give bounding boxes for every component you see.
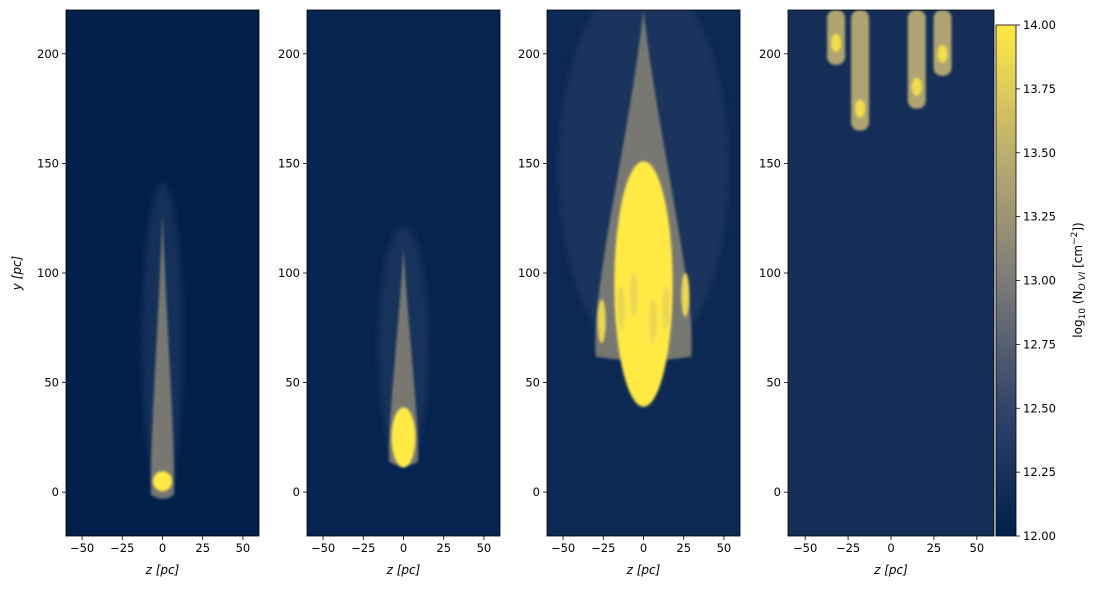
y-tick-label: 150 xyxy=(37,156,59,170)
colorbar-tick-label: 12.75 xyxy=(1023,337,1056,351)
column-density-field xyxy=(141,182,184,499)
x-axis-label: z [pc] xyxy=(626,563,661,577)
plume-finger xyxy=(597,299,606,344)
colorbar-tick-label: 13.25 xyxy=(1023,210,1056,224)
x-tick-label: −50 xyxy=(311,541,335,555)
x-axis-label: z [pc] xyxy=(386,563,421,577)
colorbar-tick-label: 13.50 xyxy=(1023,146,1056,160)
y-tick-label: 150 xyxy=(518,156,540,170)
panel-3: −50 −25 0 25 50 0 50 100 150 200 z [pc] xyxy=(518,9,741,577)
colorbar-tick-label: 13.75 xyxy=(1023,82,1056,96)
x-tick-label: −25 xyxy=(591,541,615,555)
x-tick-label: 0 xyxy=(159,541,166,555)
colorbar-tick-label: 12.25 xyxy=(1023,465,1056,479)
cloud-finger-core xyxy=(831,33,842,52)
y-tick-label: 200 xyxy=(518,47,540,61)
y-tick-label: 50 xyxy=(766,376,781,390)
plume-core xyxy=(152,471,173,492)
y-tick-label: 100 xyxy=(518,266,540,280)
x-axis-label: z [pc] xyxy=(873,563,908,577)
x-tick-label: 50 xyxy=(717,541,732,555)
plume-finger xyxy=(662,286,671,331)
x-tick-label: 25 xyxy=(195,541,210,555)
column-density-field xyxy=(558,10,729,407)
x-tick-label: 25 xyxy=(676,541,691,555)
colorbar-tick-label: 12.00 xyxy=(1023,529,1056,543)
plume-finger xyxy=(616,286,625,331)
x-tick-label: −25 xyxy=(110,541,134,555)
plume-finger xyxy=(649,299,658,344)
colorbar-tick-label: 14.00 xyxy=(1023,18,1056,32)
y-tick-label: 100 xyxy=(278,266,300,280)
plume-body xyxy=(388,246,419,466)
x-tick-label: −25 xyxy=(836,541,860,555)
y-tick-label: 150 xyxy=(759,156,781,170)
y-tick-label: 0 xyxy=(52,485,59,499)
x-tick-label: 50 xyxy=(970,541,985,555)
y-tick-label: 200 xyxy=(37,47,59,61)
y-tick-label: 50 xyxy=(285,376,300,390)
y-tick-label: 0 xyxy=(533,485,540,499)
plume-finger xyxy=(681,272,690,317)
colorbar: 12.00 12.25 12.50 12.75 13.00 13.25 13.50 13.75… xyxy=(995,18,1088,543)
plume-finger xyxy=(629,272,638,317)
x-tick-label: 50 xyxy=(236,541,251,555)
cloud-finger-core xyxy=(911,77,922,96)
column-density-field xyxy=(377,224,430,468)
x-tick-label: 25 xyxy=(436,541,451,555)
x-tick-label: 50 xyxy=(477,541,492,555)
panel-background xyxy=(788,10,994,536)
x-tick-label: −50 xyxy=(551,541,575,555)
colorbar-gradient xyxy=(995,24,1017,537)
y-tick-label: 200 xyxy=(759,47,781,61)
y-tick-label: 100 xyxy=(759,266,781,280)
colorbar-tick-label: 13.00 xyxy=(1023,274,1056,288)
x-tick-label: −50 xyxy=(70,541,94,555)
cloud-finger-core xyxy=(937,44,948,63)
column-density-field xyxy=(827,10,952,131)
y-tick-label: 100 xyxy=(37,266,59,280)
panel-2: −50 −25 0 25 50 0 50 100 150 200 z [pc] xyxy=(278,9,501,577)
y-tick-label: 0 xyxy=(774,485,781,499)
colorbar-label: log10 (NO VI [cm−2]) xyxy=(1070,222,1088,337)
y-axis-label: y [pc] xyxy=(10,255,24,291)
cloud-finger xyxy=(851,10,870,131)
x-axis-label: z [pc] xyxy=(145,563,180,577)
x-tick-label: −25 xyxy=(351,541,375,555)
x-tick-label: 0 xyxy=(400,541,407,555)
cloud-finger xyxy=(933,10,952,76)
plume-core xyxy=(614,161,673,407)
panel-1: −50 −25 0 25 50 0 50 100 150 200 z [pc] y [pc] xyxy=(10,9,260,577)
y-tick-label: 50 xyxy=(44,376,59,390)
plume-body xyxy=(150,211,175,499)
x-tick-label: −50 xyxy=(793,541,817,555)
y-tick-label: 0 xyxy=(293,485,300,499)
cloud-finger-core xyxy=(855,99,866,118)
y-tick-label: 50 xyxy=(525,376,540,390)
y-tick-label: 200 xyxy=(278,47,300,61)
colorbar-tick-label: 12.50 xyxy=(1023,401,1056,415)
plume-core xyxy=(391,407,416,468)
panel-4: −50 −25 0 25 50 0 50 100 150 200 z [pc] xyxy=(759,9,995,577)
x-tick-label: 0 xyxy=(640,541,647,555)
x-tick-label: 25 xyxy=(927,541,942,555)
y-tick-label: 150 xyxy=(278,156,300,170)
x-tick-label: 0 xyxy=(887,541,894,555)
